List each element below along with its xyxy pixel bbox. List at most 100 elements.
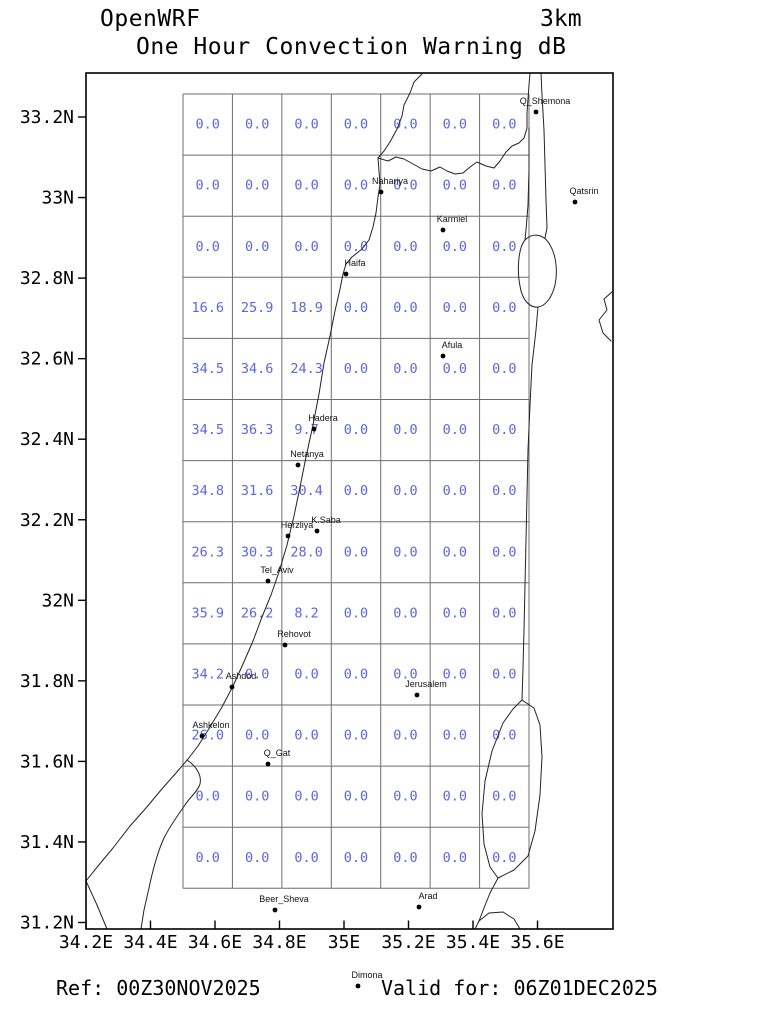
grid-cell-values: 0.0 0.0 0.0 0.0 0.0 0.0 0.0 0.0 0.0 0.0 0.0 0.0 0.0 0…: [191, 117, 516, 866]
grid-cell-value: 0.0: [443, 239, 467, 255]
grid-cell-value: 0.0: [393, 361, 417, 377]
grid-cell-value: 18.9: [290, 300, 323, 316]
yarmouk-border-path: [598, 290, 614, 342]
city-marker-nahariya: [378, 189, 384, 195]
city-label-qatsrin: Qatsrin: [569, 186, 598, 196]
grid-cell-value: 0.0: [344, 422, 368, 438]
grid-cell-value: 0.0: [492, 117, 516, 133]
resolution-label: 3km: [540, 6, 582, 32]
city-label-hadera: Hadera: [308, 413, 338, 423]
city-marker-haifa: [343, 271, 349, 277]
grid-cell-value: 0.0: [245, 728, 269, 744]
grid-cell-value: 0.0: [443, 361, 467, 377]
grid-cell-value: 0.0: [344, 361, 368, 377]
x-axis-tick-label: 35.4E: [446, 932, 500, 953]
city-label-arad: Arad: [418, 891, 437, 901]
grid-cell-value: 0.0: [344, 728, 368, 744]
city-label-ashkelon: Ashkelon: [192, 720, 229, 730]
grid-cell-value: 0.0: [196, 239, 220, 255]
city-marker-jerusalem: [414, 692, 420, 698]
gaza-border-path: [140, 759, 201, 930]
grid-cell-value: 31.6: [241, 483, 274, 499]
grid-cell-value: 0.0: [443, 789, 467, 805]
grid-cell-value: 28.0: [290, 544, 323, 560]
jordan-valley-west-path: [524, 127, 530, 241]
plot-subtitle: One Hour Convection Warning dB: [136, 34, 567, 60]
grid-cell-value: 0.0: [393, 483, 417, 499]
arava-border-path: [474, 877, 499, 930]
jordan-river-path: [521, 306, 539, 701]
grid-cell-value: 0.0: [196, 117, 220, 133]
city-marker-afula: [440, 353, 446, 359]
jordan-valley-east-path: [540, 72, 548, 239]
city-marker-q-shemona: [533, 109, 539, 115]
grid-cell-value: 0.0: [443, 422, 467, 438]
city-marker-beer-sheva: [272, 907, 278, 913]
y-axis-tick-label: 32.2N: [20, 510, 74, 531]
x-axis-tick-label: 34.4E: [123, 932, 177, 953]
grid-cell-value: 0.0: [393, 789, 417, 805]
grid-cell-value: 0.0: [344, 239, 368, 255]
grid-cell-value: 0.0: [393, 300, 417, 316]
y-axis-tick-label: 31.8N: [20, 671, 74, 692]
grid-cell-value: 0.0: [294, 666, 318, 682]
grid-cell-value: 0.0: [344, 117, 368, 133]
x-axis-tick-label: 35.6E: [510, 932, 564, 953]
y-axis-tick-label: 31.4N: [20, 832, 74, 853]
grid-cell-value: 26.3: [191, 544, 224, 560]
grid-cell-value: 0.0: [196, 178, 220, 194]
grid-cell-value: 0.0: [492, 422, 516, 438]
grid-cell-value: 0.0: [492, 666, 516, 682]
grid-cell-value: 0.0: [344, 178, 368, 194]
city-marker-dimona: [355, 983, 361, 989]
border-fork-path: [478, 911, 521, 930]
y-axis-tick-label: 33N: [41, 188, 74, 209]
city-label-beer-sheva: Beer_Sheva: [259, 894, 309, 904]
grid-cell-value: 0.0: [196, 850, 220, 866]
y-axis-tick-label: 32.8N: [20, 268, 74, 289]
grid-cell-value: 0.0: [443, 605, 467, 621]
grid-cell-value: 0.0: [393, 728, 417, 744]
grid-cell-value: 0.0: [344, 544, 368, 560]
israel-map-outline: [85, 72, 614, 930]
grid-cell-value: 0.0: [245, 178, 269, 194]
grid-cell-value: 26.2: [241, 605, 274, 621]
x-axis-tick-label: 35E: [328, 932, 361, 953]
grid-cell-value: 0.0: [443, 544, 467, 560]
grid-cell-value: 34.5: [191, 422, 224, 438]
grid-cell-value: 0.0: [196, 789, 220, 805]
grid-cell-value: 0.0: [492, 605, 516, 621]
grid-cell-value: 0.0: [393, 605, 417, 621]
city-marker-rehovot: [282, 642, 288, 648]
x-axis-tick-label: 34.2E: [59, 932, 113, 953]
grid-cell-value: 0.0: [492, 178, 516, 194]
grid-cell-value: 0.0: [492, 300, 516, 316]
grid-cell-value: 0.0: [492, 239, 516, 255]
city-label-k-saba: K.Saba: [311, 515, 341, 525]
grid-cell-value: 0.0: [344, 300, 368, 316]
axis-ticks: 33.2N 33N 32.8N 32.6N 32.4N 32.2N 32N 31.8N 31.6…: [20, 107, 565, 953]
grid-cell-value: 0.0: [393, 117, 417, 133]
city-label-dimona: Dimona: [351, 970, 382, 980]
lebanon-border-path: [377, 72, 531, 175]
grid-cell-value: 0.0: [294, 239, 318, 255]
grid-cell-value: 0.0: [393, 544, 417, 560]
grid-cell-value: 0.0: [294, 850, 318, 866]
grid-cell-value: 0.0: [393, 178, 417, 194]
grid-cell-value: 0.0: [443, 117, 467, 133]
grid-cell-value: 0.0: [245, 850, 269, 866]
x-axis-tick-label: 34.6E: [188, 932, 242, 953]
egypt-border-path: [85, 880, 108, 930]
city-label-afula: Afula: [442, 340, 463, 350]
city-marker-herzliya: [285, 533, 291, 539]
y-axis-tick-label: 32N: [41, 590, 74, 611]
grid-cell-value: 0.0: [294, 728, 318, 744]
grid-cell-value: 0.0: [393, 239, 417, 255]
grid-cell-value: 0.0: [443, 178, 467, 194]
grid-cell-value: 0.0: [245, 789, 269, 805]
grid-cell-value: 30.3: [241, 544, 274, 560]
city-label-jerusalem: Jerusalem: [405, 679, 447, 689]
grid-cell-value: 0.0: [245, 666, 269, 682]
y-axis-tick-label: 31.6N: [20, 751, 74, 772]
